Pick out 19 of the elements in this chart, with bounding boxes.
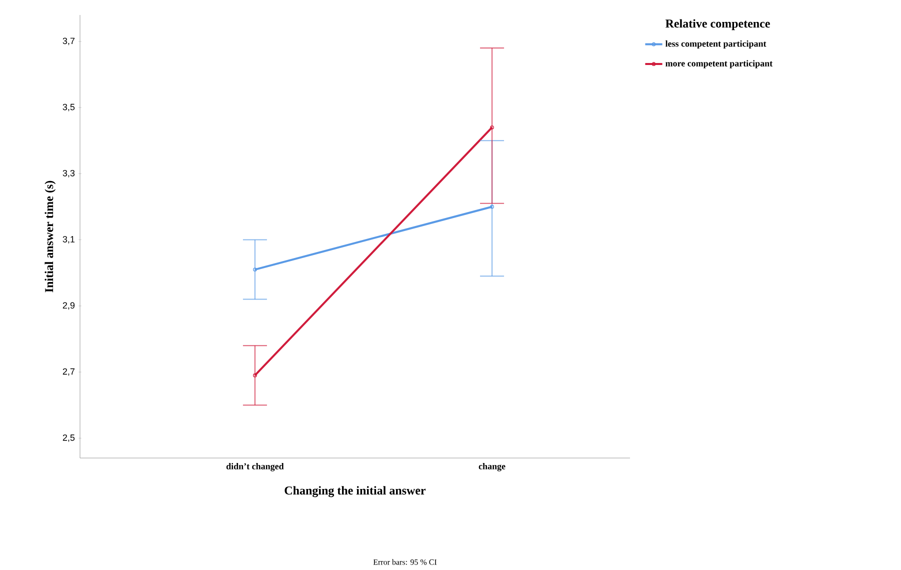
y-axis-title: Initial answer time (s) [44,180,56,292]
y-tick-label: 3,1 [62,236,75,244]
x-tick-label: didn’t changed [226,463,284,472]
legend-title: Relative competence [665,19,770,30]
legend-label: more competent participant [666,60,773,68]
y-tick-label: 3,3 [62,170,75,178]
y-tick-label: 2,5 [62,434,75,442]
y-tick-label: 3,7 [62,38,75,46]
y-tick-label: 3,5 [62,104,75,112]
x-axis-title: Changing the initial answer [284,486,426,498]
y-tick-label: 2,7 [62,368,75,376]
x-tick-label: change [478,463,506,472]
text: Error bars: 95 % CI [373,559,437,565]
point [490,204,494,209]
point [253,373,257,378]
y-tick-label: 2,9 [62,302,75,310]
legend-label: less competent participant [665,40,766,49]
point [490,125,494,130]
point [253,268,257,272]
